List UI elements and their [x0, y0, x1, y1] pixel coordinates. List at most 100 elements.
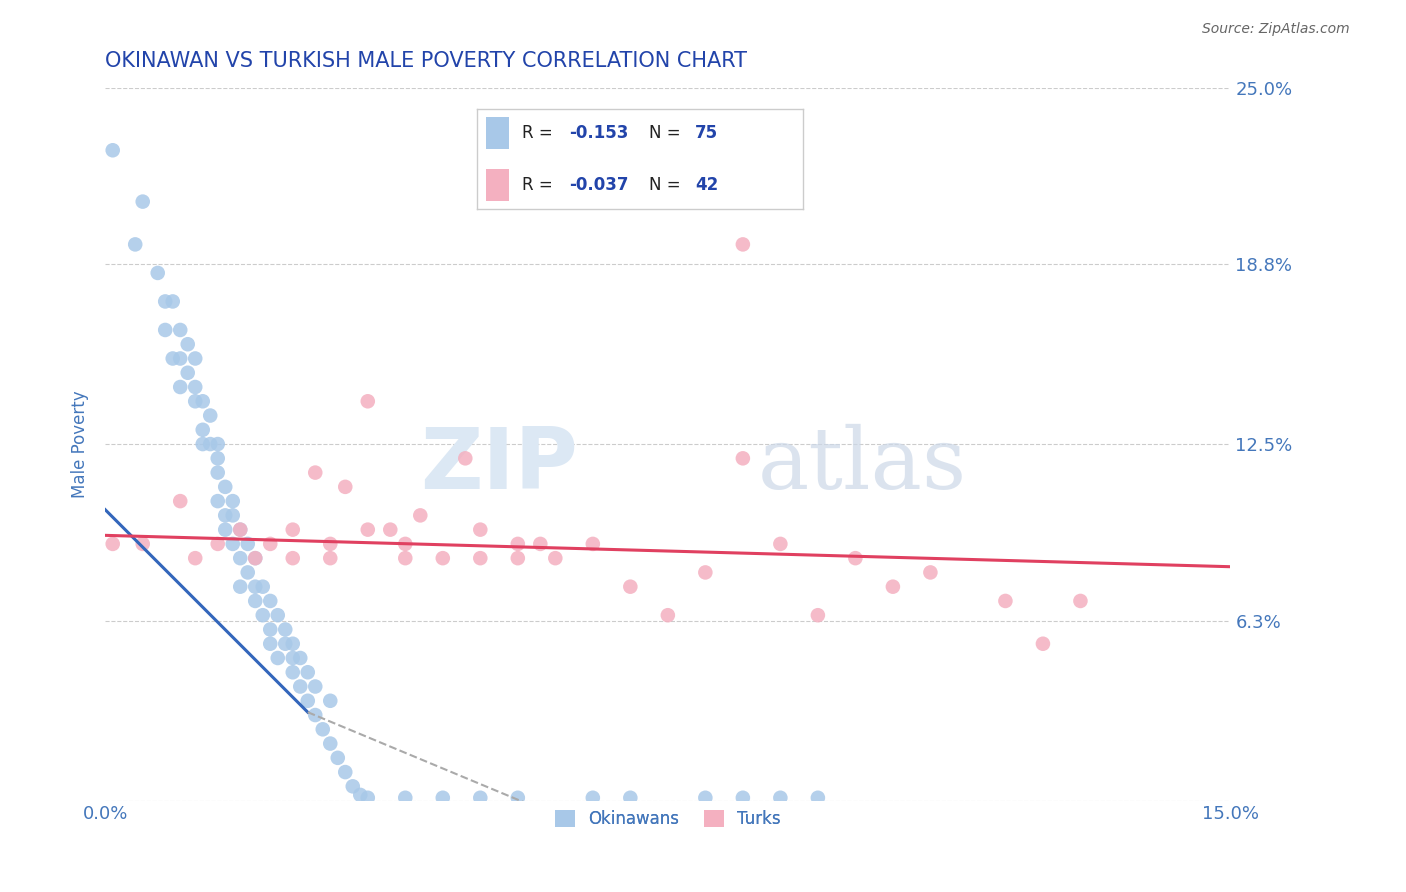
Point	[731, 451, 754, 466]
Point	[920, 566, 942, 580]
Point	[214, 508, 236, 523]
Point	[222, 494, 245, 508]
Point	[882, 580, 904, 594]
Point	[207, 437, 229, 451]
Legend: Okinawans, Turks: Okinawans, Turks	[548, 804, 787, 835]
Point	[184, 380, 207, 394]
Point	[319, 737, 342, 751]
Point	[274, 623, 297, 637]
Point	[200, 409, 222, 423]
Point	[222, 537, 245, 551]
Point	[470, 523, 492, 537]
Point	[695, 566, 717, 580]
Point	[409, 508, 432, 523]
Point	[169, 380, 191, 394]
Point	[207, 494, 229, 508]
Point	[229, 551, 252, 566]
Point	[432, 790, 454, 805]
Point	[207, 537, 229, 551]
Point	[101, 143, 124, 157]
Point	[155, 323, 177, 337]
Point	[304, 680, 326, 694]
Point	[394, 790, 416, 805]
Point	[177, 337, 200, 351]
Text: ZIP: ZIP	[420, 424, 578, 507]
Point	[657, 608, 679, 623]
Point	[529, 537, 551, 551]
Point	[191, 394, 214, 409]
Point	[994, 594, 1017, 608]
Point	[259, 537, 281, 551]
Point	[304, 466, 326, 480]
Point	[582, 537, 605, 551]
Point	[807, 790, 830, 805]
Point	[342, 780, 364, 794]
Point	[162, 351, 184, 366]
Point	[304, 708, 326, 723]
Point	[169, 351, 191, 366]
Point	[281, 551, 304, 566]
Point	[326, 751, 349, 765]
Point	[236, 537, 259, 551]
Point	[259, 594, 281, 608]
Point	[245, 594, 267, 608]
Point	[335, 765, 357, 780]
Point	[214, 523, 236, 537]
Point	[297, 665, 319, 680]
Point	[177, 366, 200, 380]
Point	[146, 266, 169, 280]
Point	[731, 790, 754, 805]
Point	[290, 680, 312, 694]
Point	[432, 551, 454, 566]
Point	[124, 237, 146, 252]
Point	[506, 790, 529, 805]
Point	[349, 788, 371, 802]
Point	[191, 437, 214, 451]
Point	[184, 394, 207, 409]
Point	[267, 651, 290, 665]
Point	[582, 790, 605, 805]
Point	[394, 551, 416, 566]
Point	[229, 580, 252, 594]
Point	[274, 637, 297, 651]
Point	[236, 566, 259, 580]
Point	[312, 723, 335, 737]
Point	[200, 437, 222, 451]
Point	[252, 580, 274, 594]
Point	[506, 537, 529, 551]
Point	[207, 451, 229, 466]
Point	[470, 790, 492, 805]
Point	[101, 537, 124, 551]
Point	[1069, 594, 1091, 608]
Point	[807, 608, 830, 623]
Point	[169, 494, 191, 508]
Point	[769, 537, 792, 551]
Point	[281, 637, 304, 651]
Point	[245, 580, 267, 594]
Point	[184, 351, 207, 366]
Point	[769, 790, 792, 805]
Point	[229, 523, 252, 537]
Point	[544, 551, 567, 566]
Point	[335, 480, 357, 494]
Point	[207, 466, 229, 480]
Point	[297, 694, 319, 708]
Point	[281, 523, 304, 537]
Point	[319, 537, 342, 551]
Point	[162, 294, 184, 309]
Point	[454, 451, 477, 466]
Point	[184, 551, 207, 566]
Text: atlas: atlas	[758, 424, 967, 507]
Point	[319, 551, 342, 566]
Point	[394, 537, 416, 551]
Point	[214, 480, 236, 494]
Point	[191, 423, 214, 437]
Point	[319, 694, 342, 708]
Point	[267, 608, 290, 623]
Point	[132, 194, 155, 209]
Point	[290, 651, 312, 665]
Point	[245, 551, 267, 566]
Point	[357, 523, 380, 537]
Point	[470, 551, 492, 566]
Y-axis label: Male Poverty: Male Poverty	[72, 391, 89, 498]
